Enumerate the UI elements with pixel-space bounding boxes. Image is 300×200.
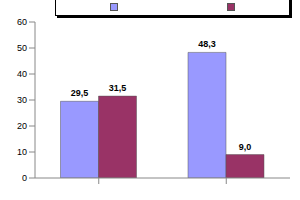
svg-text:10: 10 (17, 147, 27, 157)
svg-text:20: 20 (17, 121, 27, 131)
svg-text:30: 30 (17, 95, 27, 105)
svg-text:9,0: 9,0 (239, 142, 252, 152)
svg-text:60: 60 (17, 17, 27, 27)
svg-text:50: 50 (17, 43, 27, 53)
svg-text:0: 0 (22, 173, 27, 183)
svg-text:48,3: 48,3 (198, 39, 216, 49)
svg-text:40: 40 (17, 69, 27, 79)
svg-text:29,5: 29,5 (71, 88, 89, 98)
svg-text:31,5: 31,5 (109, 83, 127, 93)
